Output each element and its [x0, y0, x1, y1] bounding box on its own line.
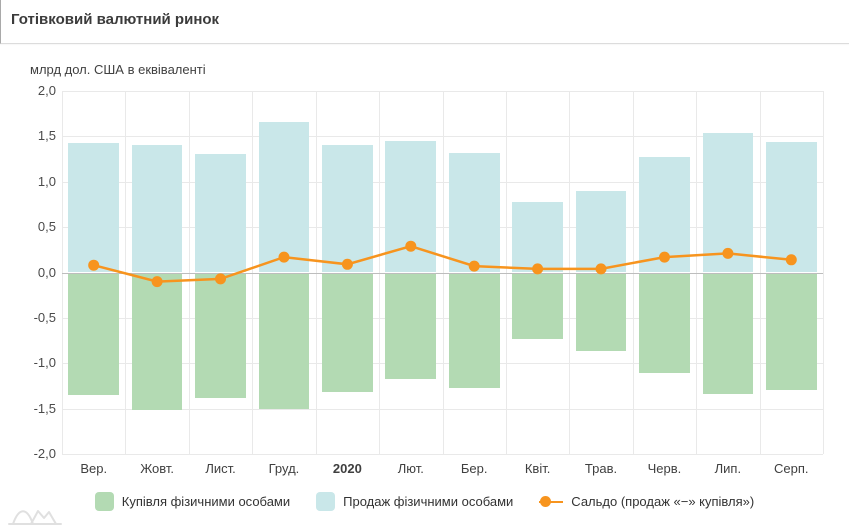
horizontal-gridline — [62, 227, 823, 229]
x-tick-label-Квіт.: Квіт. — [524, 461, 551, 476]
horizontal-gridline — [62, 91, 823, 92]
sale-bar-Трав.[interactable] — [575, 190, 627, 273]
purchase-bar-Вер.[interactable] — [68, 272, 120, 395]
sale-swatch-icon — [316, 492, 336, 511]
chart-header: Готівковий валютний ринок — [0, 0, 849, 44]
purchase-swatch-icon — [94, 492, 114, 511]
horizontal-gridline — [62, 317, 823, 319]
sale-bar-Серп.[interactable] — [765, 141, 817, 273]
legend-label: Купівля фізичними особами — [121, 494, 291, 509]
purchase-bar-Лист.[interactable] — [195, 272, 246, 398]
y-tick-label: -1,0 — [33, 355, 56, 371]
y-tick-label: 1,0 — [37, 173, 56, 189]
saldo-line — [93, 244, 792, 283]
y-axis-unit-label: млрд дол. США в еквіваленті — [30, 62, 206, 77]
legend-label: Сальдо (продаж «−» купівля») — [571, 494, 755, 509]
purchase-bar-Трав.[interactable] — [575, 272, 627, 352]
x-tick-label-Бер.: Бер. — [460, 461, 488, 476]
purchase-bar-Бер.[interactable] — [448, 272, 500, 388]
horizontal-gridline — [62, 408, 823, 410]
y-tick-label: 0,0 — [37, 264, 56, 280]
x-tick-label-Вер.: Вер. — [80, 461, 108, 476]
saldo-point-Трав.[interactable] — [595, 263, 607, 275]
saldo-line-dot-icon — [539, 492, 564, 511]
vertical-gridline — [823, 91, 824, 454]
x-tick-label-Жовт.: Жовт. — [140, 461, 175, 476]
x-tick-label-Лип.: Лип. — [714, 461, 742, 476]
purchase-bar-2020[interactable] — [322, 272, 373, 393]
purchase-bar-Груд.[interactable] — [258, 272, 310, 409]
y-tick-label: -0,5 — [33, 309, 56, 325]
saldo-point-Квіт.[interactable] — [532, 263, 544, 275]
purchase-bar-Лют.[interactable] — [385, 272, 437, 379]
purchase-bar-Черв.[interactable] — [639, 272, 690, 374]
saldo-point-2020[interactable] — [341, 258, 353, 270]
saldo-point-Серп.[interactable] — [785, 254, 797, 266]
legend-item-sale[interactable]: Продаж фізичними особами — [316, 492, 513, 511]
purchase-bar-Серп.[interactable] — [765, 272, 817, 391]
x-tick-label-2020: 2020 — [332, 461, 362, 476]
legend-item-saldo[interactable]: Сальдо (продаж «−» купівля») — [539, 492, 754, 511]
x-tick-label-Лист.: Лист. — [205, 461, 236, 476]
legend-item-purchase[interactable]: Купівля фізичними особами — [94, 492, 291, 511]
purchase-bar-Жовт.[interactable] — [131, 272, 183, 411]
page-title: Готівковий валютний ринок — [11, 11, 220, 28]
sale-bar-Груд.[interactable] — [258, 121, 310, 273]
legend-label: Продаж фізичними особами — [343, 494, 514, 509]
sale-bar-2020[interactable] — [322, 145, 373, 273]
purchase-bar-Лип.[interactable] — [702, 272, 754, 395]
horizontal-gridline — [62, 363, 823, 365]
x-tick-label-Груд.: Груд. — [268, 461, 300, 476]
x-tick-label-Серп.: Серп. — [774, 461, 809, 476]
sale-bar-Квіт.[interactable] — [512, 201, 563, 273]
saldo-point-Жовт.[interactable] — [151, 276, 163, 288]
saldo-point-Вер.[interactable] — [88, 259, 100, 271]
y-tick-label: 0,5 — [37, 219, 56, 235]
x-tick-label-Лют.: Лют. — [397, 461, 424, 476]
y-tick-label: -2,0 — [33, 446, 56, 461]
sale-bar-Вер.[interactable] — [68, 142, 120, 273]
sale-bar-Жовт.[interactable] — [131, 145, 183, 273]
horizontal-gridline — [62, 181, 823, 183]
chart-legend: Купівля фізичними особами Продаж фізичним… — [0, 492, 849, 511]
y-tick-label: 2,0 — [37, 83, 56, 98]
saldo-point-Бер.[interactable] — [468, 260, 480, 272]
saldo-point-Лип.[interactable] — [722, 247, 734, 259]
amcharts-logo-icon — [8, 510, 62, 525]
horizontal-gridline — [62, 136, 823, 138]
saldo-point-Груд.[interactable] — [278, 251, 290, 263]
chart-plot-area — [62, 91, 824, 455]
saldo-point-Лют.[interactable] — [405, 240, 417, 252]
horizontal-gridline — [62, 454, 823, 455]
x-tick-label-Черв.: Черв. — [647, 461, 682, 476]
sale-bar-Бер.[interactable] — [448, 152, 500, 273]
purchase-bar-Квіт.[interactable] — [512, 272, 563, 339]
saldo-point-Лист.[interactable] — [215, 273, 226, 285]
zero-gridline — [62, 272, 823, 274]
sale-bar-Лист.[interactable] — [195, 153, 246, 273]
x-tick-label-Трав.: Трав. — [584, 461, 618, 476]
saldo-point-Черв.[interactable] — [659, 251, 670, 263]
y-tick-label: 1,5 — [37, 128, 56, 144]
y-tick-label: -1,5 — [33, 400, 56, 416]
